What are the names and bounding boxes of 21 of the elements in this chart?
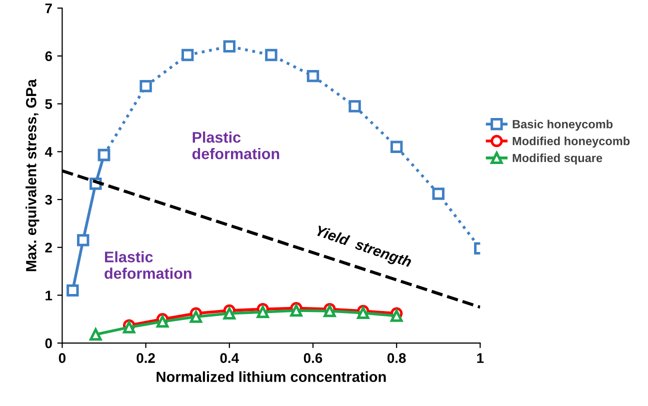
- y-tick-label: 1: [46, 290, 52, 300]
- y-tick-label: 5: [45, 99, 52, 109]
- legend-label: Basic honeycomb: [512, 120, 613, 131]
- x-axis-title: Normalized lithium concentration: [156, 371, 386, 382]
- y-tick-label: 3: [45, 194, 52, 205]
- legend-label: Modified square: [512, 154, 602, 165]
- y-tick-label: 4: [44, 147, 52, 157]
- y-axis-title: Max. equivalent stress, GPa: [26, 79, 40, 272]
- x-tick-label: 0.2: [136, 353, 155, 363]
- y-tick-label: 2: [45, 242, 52, 252]
- y-tick-label: 7: [45, 4, 52, 14]
- annotation: Plastic deformation: [192, 132, 280, 160]
- annotation: Elastic deformation: [104, 251, 192, 279]
- legend-label: Modified honeycomb: [512, 136, 630, 148]
- y-tick-label: 6: [45, 51, 52, 62]
- y-tick-label: 0: [45, 338, 52, 348]
- x-tick-label: 0.6: [304, 353, 322, 363]
- x-tick-label: 0.4: [220, 353, 239, 363]
- x-tick-label: 0: [58, 353, 66, 363]
- x-tick-label: 1: [477, 353, 484, 363]
- x-tick-label: 0.8: [387, 353, 406, 363]
